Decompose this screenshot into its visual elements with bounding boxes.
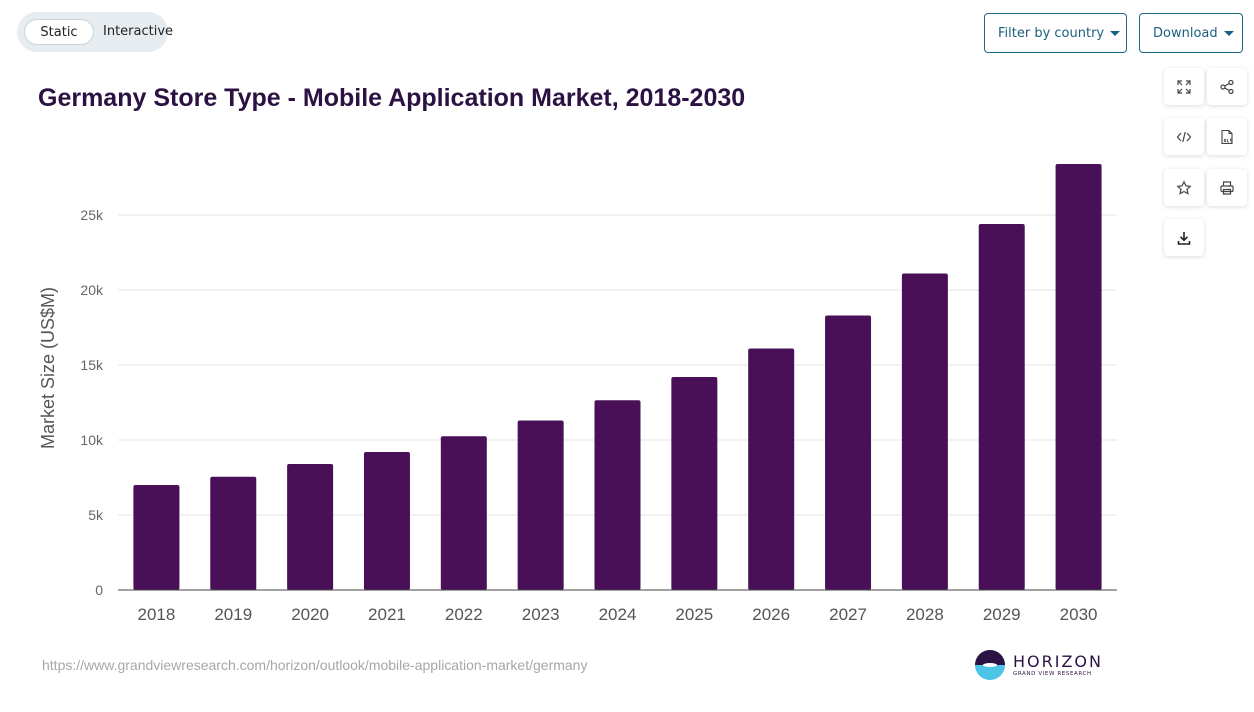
print-button[interactable] xyxy=(1207,169,1247,206)
x-tick-label: 2023 xyxy=(522,605,560,624)
x-tick-label: 2025 xyxy=(675,605,713,624)
bar-2028 xyxy=(901,273,948,590)
bar-chart: 0 5k 10k 15k 20k 25k Market Size (US$M) 2018 201… xyxy=(38,164,1117,624)
y-tick-label: 10k xyxy=(80,432,104,448)
bar-2022 xyxy=(440,436,487,590)
x-tick-label: 2019 xyxy=(214,605,252,624)
bar-2026 xyxy=(748,348,795,590)
y-axis-title: Market Size (US$M) xyxy=(38,287,58,449)
y-tick-label: 25k xyxy=(80,207,104,223)
star-icon xyxy=(1176,179,1192,195)
logo-name: HORIZON xyxy=(1013,652,1103,671)
horizon-logo-mark xyxy=(975,650,1005,680)
horizon-logo: HORIZON GRAND VIEW RESEARCH xyxy=(975,650,1103,680)
y-tick-label: 5k xyxy=(88,507,104,523)
print-icon xyxy=(1220,180,1234,195)
x-tick-label: 2028 xyxy=(906,605,944,624)
bar-2018 xyxy=(133,485,180,590)
logo-subtitle: GRAND VIEW RESEARCH xyxy=(1013,671,1092,677)
y-tick-label: 20k xyxy=(80,282,104,298)
download-image-button[interactable] xyxy=(1164,219,1204,256)
x-tick-label: 2026 xyxy=(752,605,790,624)
interactive-view-option[interactable]: Interactive xyxy=(103,24,174,39)
x-tick-label: 2022 xyxy=(445,605,483,624)
chart-title: Germany Store Type - Mobile Application … xyxy=(38,84,746,112)
download-button-label: Download xyxy=(1153,25,1218,41)
bar-2027 xyxy=(825,315,872,590)
favorite-button[interactable] xyxy=(1164,169,1204,206)
share-icon xyxy=(1220,79,1234,94)
x-tick-label: 2030 xyxy=(1060,605,1098,624)
x-tick-label: 2029 xyxy=(983,605,1021,624)
caret-down-icon xyxy=(1110,30,1121,36)
bar-2029 xyxy=(978,224,1025,590)
bar-2024 xyxy=(594,400,641,590)
source-url: https://www.grandviewresearch.com/horizo… xyxy=(42,657,588,673)
bar-2030 xyxy=(1055,164,1102,590)
static-view-option[interactable]: Static xyxy=(24,19,94,45)
expand-icon xyxy=(1177,79,1191,94)
x-tick-label: 2024 xyxy=(599,605,637,624)
expand-button[interactable] xyxy=(1164,68,1204,105)
download-button[interactable]: Download xyxy=(1139,13,1243,53)
y-tick-label: 15k xyxy=(80,357,104,373)
embed-button[interactable] xyxy=(1164,118,1204,155)
bar-2019 xyxy=(210,476,257,590)
filter-by-country-button[interactable]: Filter by country xyxy=(984,13,1127,53)
view-toggle: Static Interactive xyxy=(17,12,173,52)
share-button[interactable] xyxy=(1207,68,1247,105)
x-tick-label: 2021 xyxy=(368,605,406,624)
bar-2025 xyxy=(671,377,718,590)
x-tick-label: 2020 xyxy=(291,605,329,624)
xls-export-button[interactable] xyxy=(1207,118,1247,155)
bar-2020 xyxy=(287,464,334,590)
filter-button-label: Filter by country xyxy=(998,25,1105,41)
embed-code-icon xyxy=(1176,131,1192,142)
bar-2023 xyxy=(517,420,564,590)
download-icon xyxy=(1177,231,1191,245)
xls-file-icon xyxy=(1221,129,1233,144)
x-tick-label: 2018 xyxy=(138,605,176,624)
caret-down-icon xyxy=(1223,30,1234,36)
bar-2021 xyxy=(363,452,410,590)
x-tick-label: 2027 xyxy=(829,605,867,624)
y-tick-label: 0 xyxy=(95,582,103,598)
